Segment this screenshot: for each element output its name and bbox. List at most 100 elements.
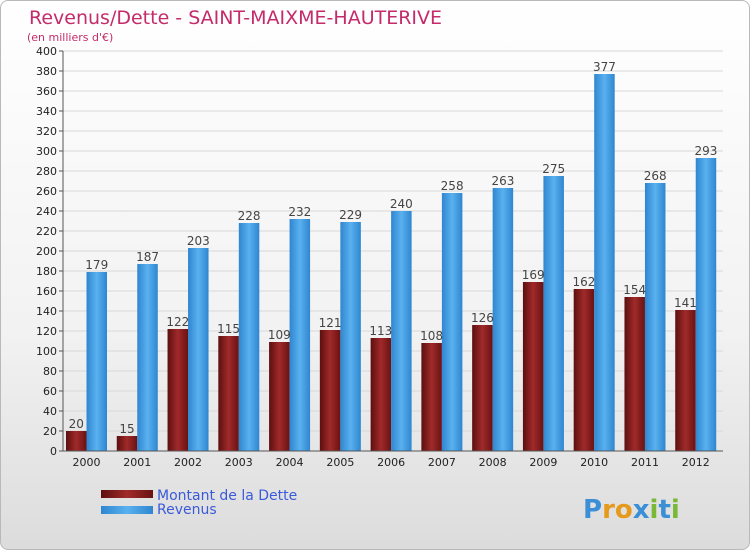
x-tick-label: 2007 (428, 456, 456, 469)
data-label: 232 (288, 205, 311, 219)
y-tick-label: 320 (36, 125, 57, 138)
data-label: 377 (593, 60, 616, 74)
x-tick-label: 2003 (225, 456, 253, 469)
bar-dette (472, 325, 493, 451)
data-label: 258 (441, 179, 464, 193)
legend-label-revenus: Revenus (157, 502, 217, 518)
bar-revenus (441, 193, 463, 451)
x-tick-label: 2000 (73, 456, 101, 469)
y-tick-label: 340 (36, 105, 57, 118)
x-tick-label: 2006 (377, 456, 405, 469)
y-tick-label: 400 (36, 45, 57, 58)
bar-dette (522, 282, 544, 451)
y-tick-label: 360 (36, 85, 57, 98)
bar-dette (66, 431, 87, 451)
legend-label-dette: Montant de la Dette (157, 488, 297, 504)
bar-dette (319, 330, 341, 451)
y-tick-label: 140 (36, 305, 57, 318)
x-tick-label: 2001 (123, 456, 151, 469)
bar-dette (218, 336, 239, 451)
bar-dette (624, 297, 645, 451)
x-tick-label: 2002 (174, 456, 202, 469)
bar-dette (675, 310, 696, 451)
bar-revenus (594, 74, 615, 451)
data-label: 203 (187, 234, 210, 248)
bars (66, 74, 717, 451)
bar-dette (573, 289, 595, 451)
data-label: 108 (420, 329, 443, 343)
bar-revenus (188, 248, 209, 451)
y-tick-label: 180 (36, 265, 57, 278)
bar-dette (269, 342, 290, 451)
bar-dette (370, 338, 392, 451)
data-label: 228 (238, 209, 261, 223)
data-label: 141 (674, 296, 697, 310)
x-tick-label: 2009 (529, 456, 557, 469)
x-axis: 2000 2001 2002 2003 2004 2005 2006 2007 2008 2009… (63, 450, 723, 469)
y-axis: 0 20 40 60 80 100 120 140 160 180 200 220 240 260 280 3… (36, 45, 64, 458)
data-label: 187 (136, 250, 159, 264)
data-label: 15 (119, 422, 134, 436)
bar-revenus (492, 188, 514, 451)
data-label: 179 (85, 258, 108, 272)
data-label: 126 (471, 311, 494, 325)
proxiti-logo: Proxiti (583, 495, 680, 525)
y-tick-label: 60 (43, 385, 57, 398)
bar-revenus (86, 272, 107, 451)
y-tick-label: 220 (36, 225, 57, 238)
y-tick-label: 380 (36, 65, 57, 78)
bar-dette (116, 436, 138, 451)
y-tick-label: 120 (36, 325, 57, 338)
y-tick-label: 80 (43, 365, 57, 378)
data-label: 263 (491, 174, 514, 188)
data-label: 268 (644, 169, 667, 183)
data-label: 113 (369, 324, 392, 338)
x-tick-label: 2005 (326, 456, 354, 469)
x-tick-label: 2010 (580, 456, 608, 469)
x-tick-label: 2004 (276, 456, 304, 469)
bar-revenus (238, 223, 260, 451)
x-tick-label: 2011 (631, 456, 659, 469)
legend-swatch-dette (101, 490, 153, 498)
data-label: 154 (623, 283, 646, 297)
y-tick-label: 0 (50, 445, 57, 458)
data-label: 293 (695, 144, 718, 158)
bar-dette (167, 329, 189, 451)
y-tick-label: 160 (36, 285, 57, 298)
data-label: 109 (268, 328, 291, 342)
chart-subtitle: (en milliers d'€) (27, 31, 114, 44)
bar-dette (421, 343, 442, 451)
data-label: 169 (522, 268, 545, 282)
bar-revenus (695, 158, 717, 451)
y-tick-label: 280 (36, 165, 57, 178)
data-label: 229 (339, 208, 362, 222)
x-tick-label: 2012 (682, 456, 710, 469)
y-tick-label: 100 (36, 345, 57, 358)
bar-revenus (340, 222, 361, 451)
y-tick-label: 20 (43, 425, 57, 438)
value-labels: 20 179 15 187 122 203 115 228 109 232 121 229 113 240… (69, 60, 718, 436)
svg-text:Proxiti: Proxiti (583, 495, 680, 525)
legend: Montant de la Dette Revenus (101, 488, 297, 518)
y-tick-label: 240 (36, 205, 57, 218)
data-label: 121 (319, 316, 342, 330)
bar-revenus (644, 183, 666, 451)
data-label: 240 (390, 197, 413, 211)
chart-title: Revenus/Dette - SAINT-MAIXME-HAUTERIVE (29, 7, 443, 29)
legend-swatch-revenus (101, 506, 153, 514)
data-label: 162 (572, 275, 595, 289)
bar-revenus (391, 211, 412, 451)
y-tick-label: 40 (43, 405, 57, 418)
bar-revenus (137, 264, 158, 451)
y-tick-label: 300 (36, 145, 57, 158)
data-label: 20 (69, 417, 84, 431)
bar-revenus (543, 176, 564, 451)
x-tick-label: 2008 (479, 456, 507, 469)
data-label: 122 (166, 315, 189, 329)
data-label: 115 (217, 322, 240, 336)
y-tick-label: 260 (36, 185, 57, 198)
bar-revenus (289, 219, 311, 451)
y-tick-label: 200 (36, 245, 57, 258)
